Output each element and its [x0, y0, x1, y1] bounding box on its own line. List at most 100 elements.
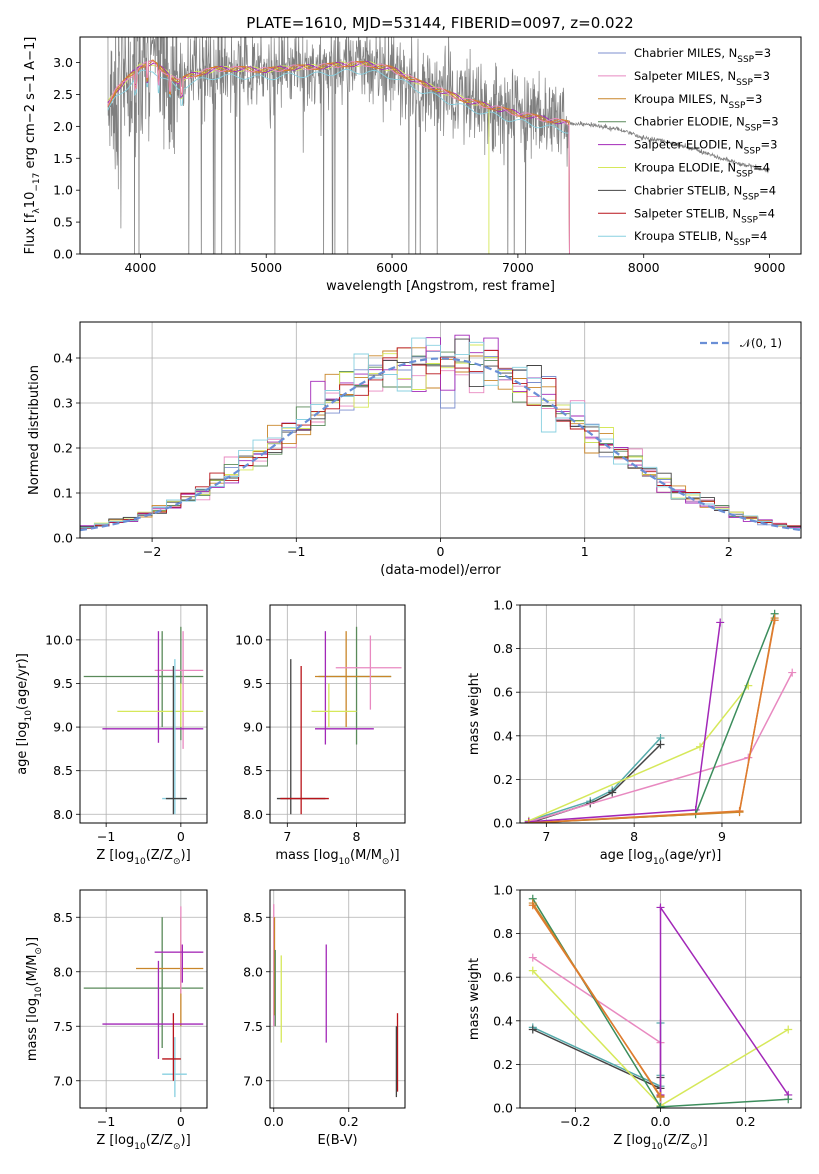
errorbar-point	[315, 631, 374, 745]
y-tick-label: 8.5	[53, 910, 73, 925]
x-tick-label: 7000	[502, 260, 534, 275]
chart-mass_vs_ebv: 0.0 0.2 7.0 7.5 8.0 8.5 E(B-V)	[243, 889, 406, 1148]
weight-series-line	[528, 685, 749, 822]
weight-point-marker	[656, 1092, 665, 1101]
x-tick-label: −2	[143, 544, 161, 559]
weight-point-marker	[770, 616, 779, 625]
y-tick-label: 0.3	[53, 396, 73, 411]
x-tick-label: 6000	[376, 260, 408, 275]
y-tick-label: 7.0	[243, 1073, 263, 1088]
axes-frame	[269, 889, 406, 1109]
y-tick-label: 8.0	[53, 807, 73, 822]
x-tick-label: 0	[177, 829, 185, 844]
errorbar-point	[335, 635, 402, 710]
y-tick-label: 0.8	[493, 926, 513, 941]
x-tick-label: 5000	[250, 260, 282, 275]
axes-frame	[269, 604, 406, 824]
y-tick-label: 0.5	[53, 215, 73, 230]
y-tick-label: 9.5	[243, 676, 263, 691]
weight-series-line	[528, 622, 721, 823]
y-tick-label: 0.6	[493, 685, 513, 700]
axes-frame	[79, 889, 208, 1109]
weight-series-line	[528, 743, 662, 823]
observed-spectrum-line	[107, 37, 770, 254]
y-tick-label: 0.6	[493, 970, 513, 985]
x-tick-label: 7	[542, 829, 550, 844]
weight-point-marker	[656, 1102, 665, 1108]
weight-point-marker	[696, 742, 705, 751]
y-axis-label: mass [log10(M/M⊙)]	[25, 937, 44, 1061]
y-tick-label: 1.0	[53, 183, 73, 198]
errorbar-point	[83, 631, 181, 728]
x-tick-label: 0.0	[651, 1114, 671, 1129]
x-tick-label: 7	[283, 829, 291, 844]
chart-mass_vs_Z: −1 0 7.0 7.5 8.0 8.5 Z [log10(Z/Z⊙)] mass [log1…	[25, 889, 208, 1152]
chart-weight_vs_age: 7 8 9 0.0 0.2 0.4 0.6 0.8 1.0 age [log10(age/yr)]…	[467, 598, 802, 867]
weight-point-marker	[528, 966, 537, 975]
x-tick-label: −1	[97, 829, 115, 844]
legend-label: Salpeter ELODIE, NSSP=3	[634, 138, 777, 157]
y-tick-label: 8.5	[243, 910, 263, 925]
y-axis-label: mass weight	[467, 958, 482, 1040]
chart-age_vs_mass: 7 8 8.0 8.5 9.0 9.5 10.0 mass [log10(M/M⊙)]	[235, 604, 406, 867]
normal-curve-line	[80, 357, 801, 532]
x-axis-label: Z [log10(Z/Z⊙)]	[613, 1133, 707, 1152]
legend-label: Chabrier MILES, NSSP=3	[634, 46, 771, 65]
weight-series-line	[659, 904, 789, 1096]
x-axis-label: wavelength [Angstrom, rest frame]	[326, 279, 555, 294]
y-tick-label: 0.0	[53, 247, 73, 262]
plot-area	[83, 626, 204, 815]
x-tick-label: 0	[177, 1114, 185, 1129]
errorbar-point	[165, 666, 187, 815]
y-tick-label: 0.2	[493, 1057, 513, 1072]
y-axis-label: age [log10(age/yr)]	[15, 653, 34, 775]
legend-label: 𝒩(0, 1)	[740, 336, 782, 350]
x-axis-label: E(B-V)	[317, 1133, 357, 1148]
x-tick-label: 0.0	[264, 1114, 284, 1129]
weight-point-marker	[656, 740, 665, 749]
x-tick-label: −1	[287, 544, 305, 559]
legend-label: Kroupa ELODIE, NSSP=4	[634, 161, 770, 180]
x-tick-label: 4000	[124, 260, 156, 275]
chart-age_vs_Z: −1 0 8.0 8.5 9.0 9.5 10.0 Z [log10(Z/Z⊙)] age [l…	[15, 604, 208, 867]
model-spectrum-line	[107, 68, 570, 254]
axes-frame	[519, 604, 802, 824]
x-axis-label: mass [log10(M/M⊙)]	[275, 848, 399, 867]
x-tick-label: 0.2	[339, 1114, 359, 1129]
y-tick-label: 8.0	[243, 964, 263, 979]
model-spectrum-line	[107, 60, 570, 254]
x-tick-label: 0.2	[736, 1114, 756, 1129]
y-tick-label: 0.4	[493, 1013, 513, 1028]
axes-frame	[519, 889, 802, 1109]
y-tick-label: 0.0	[53, 531, 73, 546]
y-axis-label: mass weight	[467, 673, 482, 755]
plot-area	[273, 904, 399, 1098]
model-spectrum-line	[107, 59, 570, 254]
plot-area	[276, 626, 402, 815]
y-tick-label: 7.5	[53, 1019, 73, 1034]
chart-weight_vs_Z: −0.2 0.0 0.2 0.0 0.2 0.4 0.6 0.8 1.0 Z [log10(Z/Z…	[467, 883, 802, 1152]
weight-point-marker	[528, 1025, 537, 1034]
y-tick-label: 10.0	[235, 632, 263, 647]
x-tick-label: −0.2	[560, 1114, 590, 1129]
x-tick-label: 8	[630, 829, 638, 844]
weight-point-marker	[716, 618, 725, 627]
x-tick-label: 9	[718, 829, 726, 844]
y-tick-label: 9.0	[243, 720, 263, 735]
y-tick-label: 7.5	[243, 1019, 263, 1034]
histogram-kroupa_stelib	[80, 337, 801, 529]
errorbar-point	[102, 631, 204, 743]
y-tick-label: 0.4	[53, 351, 73, 366]
weight-point-marker	[784, 1095, 793, 1104]
chart-spectrum: 4000 5000 6000 7000 8000 9000 0.0 0.5 1.0 1.5 2.0 2…	[23, 14, 802, 294]
x-axis-label: Z [log10(Z/Z⊙)]	[96, 1133, 190, 1152]
x-tick-label: 8	[353, 829, 361, 844]
y-tick-label: 10.0	[45, 632, 73, 647]
y-tick-label: 9.0	[53, 720, 73, 735]
errorbar-point	[102, 960, 204, 1059]
y-tick-label: 8.5	[243, 763, 263, 778]
x-axis-label: (data-model)/error	[380, 563, 501, 578]
weight-point-marker	[524, 819, 533, 823]
y-tick-label: 9.5	[53, 676, 73, 691]
y-tick-label: 0.2	[53, 441, 73, 456]
